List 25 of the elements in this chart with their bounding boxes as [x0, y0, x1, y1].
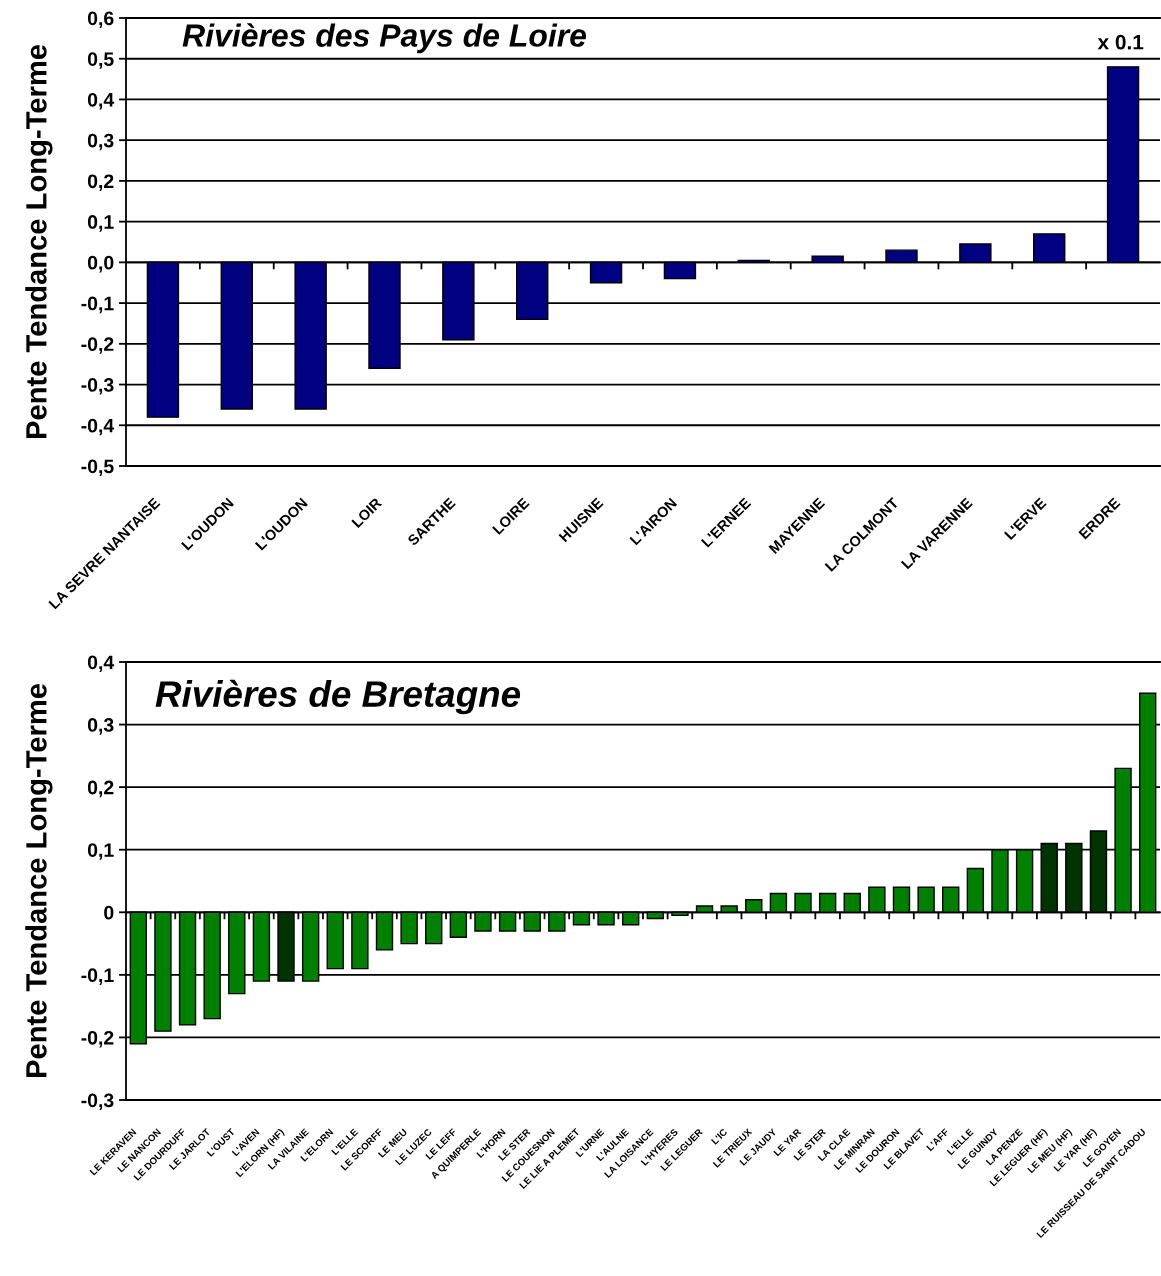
y-tick-label: 0,4	[87, 655, 115, 673]
y-tick-label: 0,2	[87, 174, 114, 191]
y-tick-label: -0,2	[81, 337, 114, 354]
y-tick-label: -0,4	[81, 418, 115, 436]
y-tick-label: -0,3	[81, 1093, 114, 1111]
y-tick-label: -0,5	[81, 459, 114, 477]
y-tick-label: 0,0	[87, 255, 114, 273]
y-tick-label: 0,1	[87, 843, 114, 860]
annotation: x 0.1	[1097, 34, 1144, 50]
y-tick-label: 0	[104, 905, 114, 920]
y-tick-label: -0,1	[81, 296, 114, 314]
chart-title: Rivières des Pays de Loire	[182, 23, 587, 54]
y-tick-label: 0,3	[87, 718, 114, 735]
y-tick-label: 0,5	[87, 52, 114, 69]
y-tick-label: 0,1	[87, 215, 114, 232]
y-axis-title: Pente Tendance Long-Terme	[25, 683, 53, 1078]
y-tick-label: -0,3	[81, 378, 114, 395]
y-tick-label: 0,4	[87, 92, 115, 110]
y-tick-label: 0,6	[87, 11, 114, 29]
chart-title: Rivières de Bretagne	[155, 679, 521, 715]
y-tick-label: -0,1	[81, 968, 114, 985]
y-tick-label: -0,2	[81, 1030, 114, 1048]
y-tick-label: 0,3	[87, 133, 114, 151]
y-axis-title: Pente Tendance Long-Terme	[25, 44, 53, 439]
y-tick-label: 0,2	[87, 780, 114, 798]
